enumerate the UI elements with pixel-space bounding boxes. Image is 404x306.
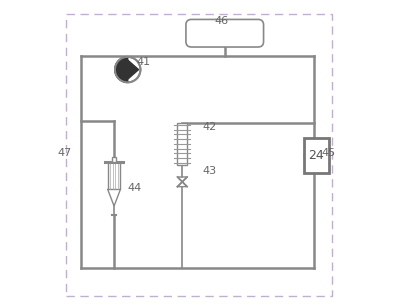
- Bar: [112, 157, 116, 162]
- Bar: [177, 123, 187, 165]
- FancyBboxPatch shape: [186, 19, 263, 47]
- Polygon shape: [115, 57, 128, 82]
- Text: 42: 42: [202, 122, 216, 132]
- Bar: [303, 138, 329, 173]
- Circle shape: [115, 57, 141, 82]
- Text: 41: 41: [137, 57, 151, 67]
- Text: 44: 44: [128, 183, 142, 193]
- Text: 47: 47: [57, 148, 72, 158]
- Polygon shape: [128, 60, 139, 79]
- Text: 24: 24: [309, 149, 324, 162]
- Bar: [65, 13, 332, 296]
- Text: 43: 43: [202, 166, 216, 176]
- Bar: [108, 162, 120, 189]
- Text: 46: 46: [214, 16, 228, 26]
- Text: 45: 45: [322, 148, 336, 158]
